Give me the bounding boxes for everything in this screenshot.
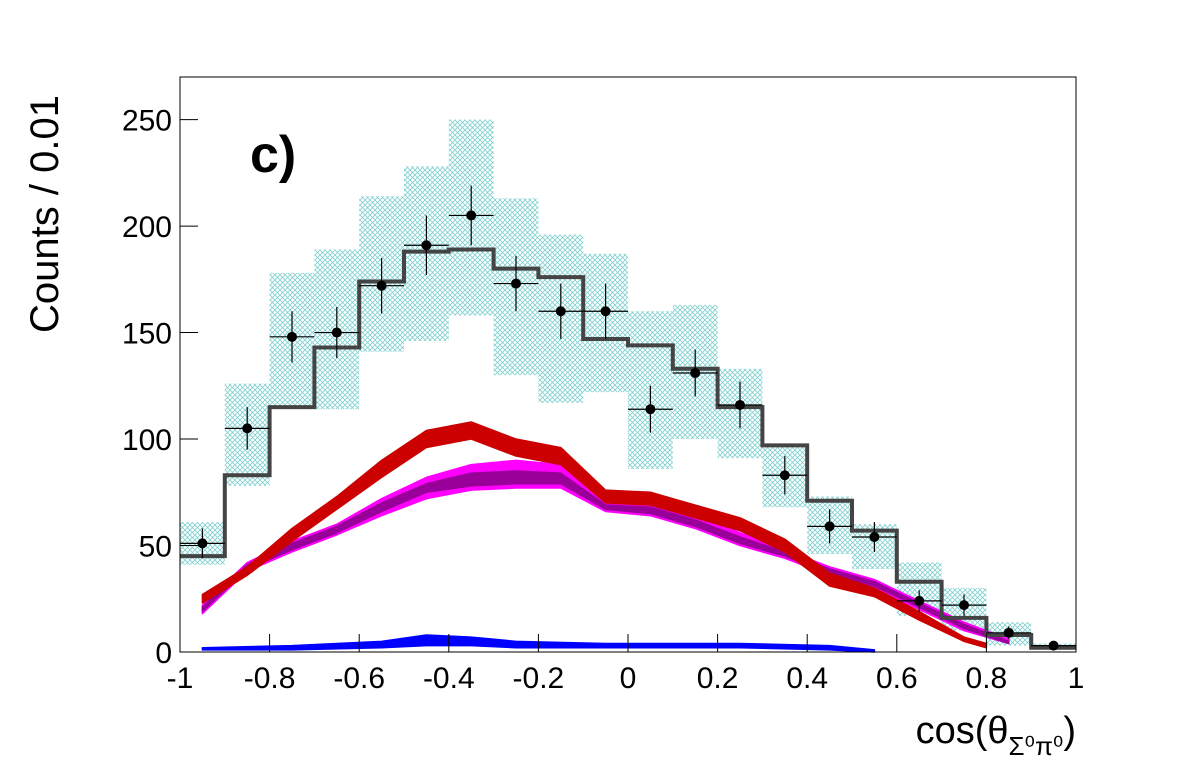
data-point xyxy=(511,278,521,289)
x-tick-label: 0 xyxy=(620,662,637,695)
y-axis-label: Counts / 0.01 xyxy=(23,95,67,333)
data-point xyxy=(1048,640,1059,651)
x-tick-label: -1 xyxy=(167,662,194,695)
data-point xyxy=(914,595,925,606)
y-tick-label: 0 xyxy=(155,637,172,670)
data-point xyxy=(959,600,969,611)
data-point xyxy=(331,327,342,338)
x-tick-label: 0.4 xyxy=(786,662,828,695)
data-point xyxy=(421,240,432,251)
y-tick-label: 200 xyxy=(122,211,172,244)
data-point xyxy=(735,399,745,410)
y-tick-label: 150 xyxy=(122,318,172,351)
data-point xyxy=(1003,627,1014,638)
y-tick-label: 100 xyxy=(122,424,172,457)
x-tick-label: 1 xyxy=(1068,662,1085,695)
data-point xyxy=(779,470,790,481)
data-point xyxy=(690,368,701,379)
x-tick-label: -0.2 xyxy=(513,662,565,695)
data-point xyxy=(197,538,208,549)
x-tick-label: -0.6 xyxy=(333,662,385,695)
x-tick-label: -0.8 xyxy=(244,662,296,695)
x-tick-label: 0.8 xyxy=(966,662,1008,695)
panel-label: c) xyxy=(250,126,296,184)
x-tick-label: 0.6 xyxy=(876,662,918,695)
model-band xyxy=(201,470,1010,645)
y-tick-label: 50 xyxy=(139,531,172,564)
x-tick-label: 0.2 xyxy=(697,662,739,695)
data-point xyxy=(824,521,835,532)
y-tick-label: 250 xyxy=(122,105,172,138)
data-point xyxy=(555,306,566,317)
data-point xyxy=(287,331,297,342)
x-tick-label: -0.4 xyxy=(423,662,475,695)
data-point xyxy=(376,280,387,291)
data-point xyxy=(466,210,477,221)
data-point xyxy=(242,423,253,434)
data-point xyxy=(869,532,880,542)
x-axis-label: cos(θΣ⁰π⁰) xyxy=(916,710,1076,761)
data-point xyxy=(645,404,656,415)
data-point xyxy=(600,306,611,317)
